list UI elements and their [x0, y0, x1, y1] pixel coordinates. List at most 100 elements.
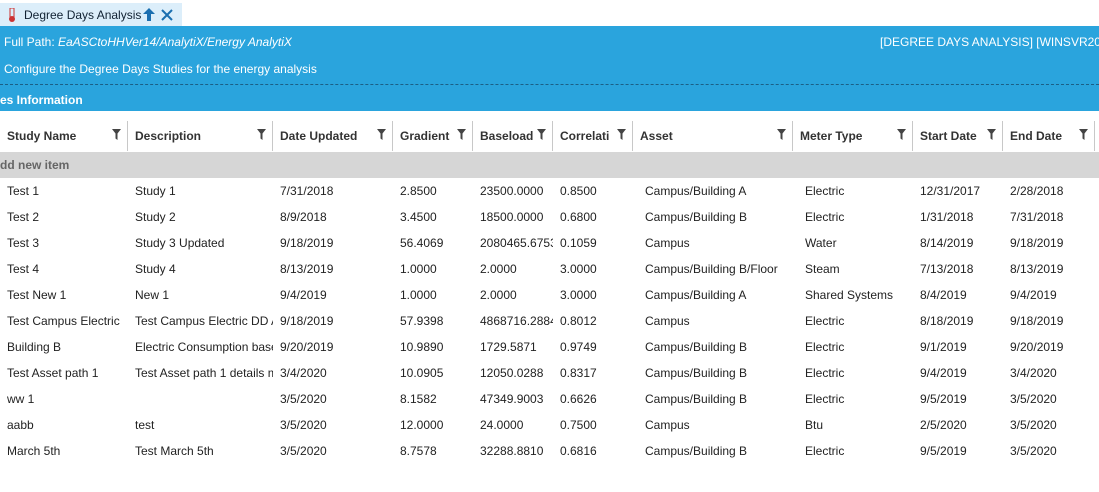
table-cell: 18500.0000	[480, 210, 544, 224]
table-cell: 12/31/2017	[920, 184, 981, 198]
filter-icon[interactable]	[457, 129, 466, 140]
table-cell: 47349.9003	[480, 392, 544, 406]
table-cell: Campus/Building B	[645, 366, 748, 380]
column-header[interactable]: Study Name	[0, 121, 128, 151]
table-cell: Electric	[805, 184, 845, 198]
column-header[interactable]: Description	[128, 121, 273, 151]
table-cell: 1/31/2018	[920, 210, 974, 224]
column-header[interactable]: Gradient	[393, 121, 473, 151]
close-button[interactable]	[161, 9, 173, 21]
table-cell: 3.0000	[560, 262, 597, 276]
table-cell: Electric	[805, 444, 845, 458]
filter-icon[interactable]	[537, 129, 546, 140]
table-cell: 0.1059	[560, 236, 597, 250]
table-cell: Test 2	[7, 210, 40, 224]
table-cell: 23500.0000	[480, 184, 544, 198]
table-cell: 9/18/2019	[280, 236, 334, 250]
table-cell: 8/13/2019	[280, 262, 334, 276]
table-cell: 8.7578	[400, 444, 437, 458]
table-cell: 56.4069	[400, 236, 444, 250]
table-cell: aabb	[7, 418, 34, 432]
filter-icon[interactable]	[1079, 129, 1088, 140]
filter-icon[interactable]	[617, 129, 626, 140]
table-cell: 0.8317	[560, 366, 597, 380]
table-cell: Campus/Building A	[645, 184, 747, 198]
table-cell: 8/14/2019	[920, 236, 974, 250]
table-cell: 2080465.6753	[480, 236, 553, 250]
table-cell: 0.6816	[560, 444, 597, 458]
section-title: es Information	[0, 93, 83, 107]
table-cell: 7/31/2018	[280, 184, 334, 198]
path-label: Full Path:	[4, 35, 55, 49]
table-cell: Campus/Building B	[645, 444, 748, 458]
table-cell: 12.0000	[400, 418, 444, 432]
separator	[0, 84, 1099, 85]
table-cell: 3/4/2020	[1010, 366, 1057, 380]
table-cell: Campus	[645, 236, 690, 250]
table-cell: Water	[805, 236, 837, 250]
tab-bar: Degree Days Analysis	[0, 0, 1099, 26]
filter-icon[interactable]	[897, 129, 906, 140]
table-cell: Electric	[805, 366, 845, 380]
pin-button[interactable]	[143, 8, 155, 21]
table-cell: 2/28/2018	[1010, 184, 1064, 198]
table-cell: Electric	[805, 314, 845, 328]
column-header[interactable]: Meter Type	[793, 121, 913, 151]
table-cell: Electric	[805, 210, 845, 224]
table-cell: New 1	[135, 288, 170, 302]
column-header[interactable]: Asset	[633, 121, 793, 151]
table-cell: Study 1	[135, 184, 176, 198]
table-cell	[128, 386, 273, 412]
table-cell: 9/20/2019	[280, 340, 334, 354]
column-header[interactable]: Baseload	[473, 121, 553, 151]
table-cell: Campus/Building B	[645, 210, 748, 224]
table-cell: Electric	[805, 392, 845, 406]
table-cell: 3/5/2020	[280, 392, 327, 406]
table-cell: 7/31/2018	[1010, 210, 1064, 224]
tab[interactable]: Degree Days Analysis	[0, 3, 182, 26]
table-cell: 3/5/2020	[1010, 392, 1057, 406]
table-cell: March 5th	[7, 444, 61, 458]
table-cell: Btu	[805, 418, 824, 432]
table-cell: Study 4	[135, 262, 176, 276]
column-header[interactable]: Start Date	[913, 121, 1003, 151]
table-cell: 3/5/2020	[1010, 418, 1057, 432]
table-cell: Steam	[805, 262, 840, 276]
table-cell: 9/1/2019	[920, 340, 967, 354]
table-cell: 1.0000	[400, 288, 437, 302]
description: Configure the Degree Days Studies for th…	[4, 62, 317, 76]
filter-icon[interactable]	[777, 129, 786, 140]
filter-icon[interactable]	[987, 129, 996, 140]
table-cell: 7/13/2018	[920, 262, 974, 276]
filter-icon[interactable]	[377, 129, 386, 140]
table-cell: 57.9398	[400, 314, 444, 328]
table-cell: 1729.5871	[480, 340, 537, 354]
table-cell: 0.7500	[560, 418, 597, 432]
column-header[interactable]: End Date	[1003, 121, 1095, 151]
column-header[interactable]: Date Updated	[273, 121, 393, 151]
tab-title: Degree Days Analysis	[24, 8, 142, 22]
table-cell: Test 1	[7, 184, 40, 198]
add-row[interactable]: dd new item	[0, 152, 1099, 178]
table-cell: 3.4500	[400, 210, 437, 224]
table-cell: 9/5/2019	[920, 392, 967, 406]
table-cell: 9/18/2019	[1010, 314, 1064, 328]
table-cell: 9/5/2019	[920, 444, 967, 458]
table-cell: Test 3	[7, 236, 40, 250]
table-cell: Test Asset path 1 details m	[135, 366, 273, 380]
table-cell: Test Campus Electric DD A	[135, 314, 273, 328]
table-cell: 2/5/2020	[920, 418, 967, 432]
table-cell: 8/9/2018	[280, 210, 327, 224]
filter-icon[interactable]	[112, 129, 121, 140]
table-cell: 3/4/2020	[280, 366, 327, 380]
column-header[interactable]: Correlati	[553, 121, 633, 151]
table-cell: 0.6800	[560, 210, 597, 224]
table-cell: Campus/Building B	[645, 340, 748, 354]
table-cell: Study 3 Updated	[135, 236, 225, 250]
table-cell: 9/4/2019	[280, 288, 327, 302]
table-cell: 9/18/2019	[1010, 236, 1064, 250]
table-cell: Electric	[805, 340, 845, 354]
filter-icon[interactable]	[257, 129, 266, 140]
table-cell: 0.8012	[560, 314, 597, 328]
